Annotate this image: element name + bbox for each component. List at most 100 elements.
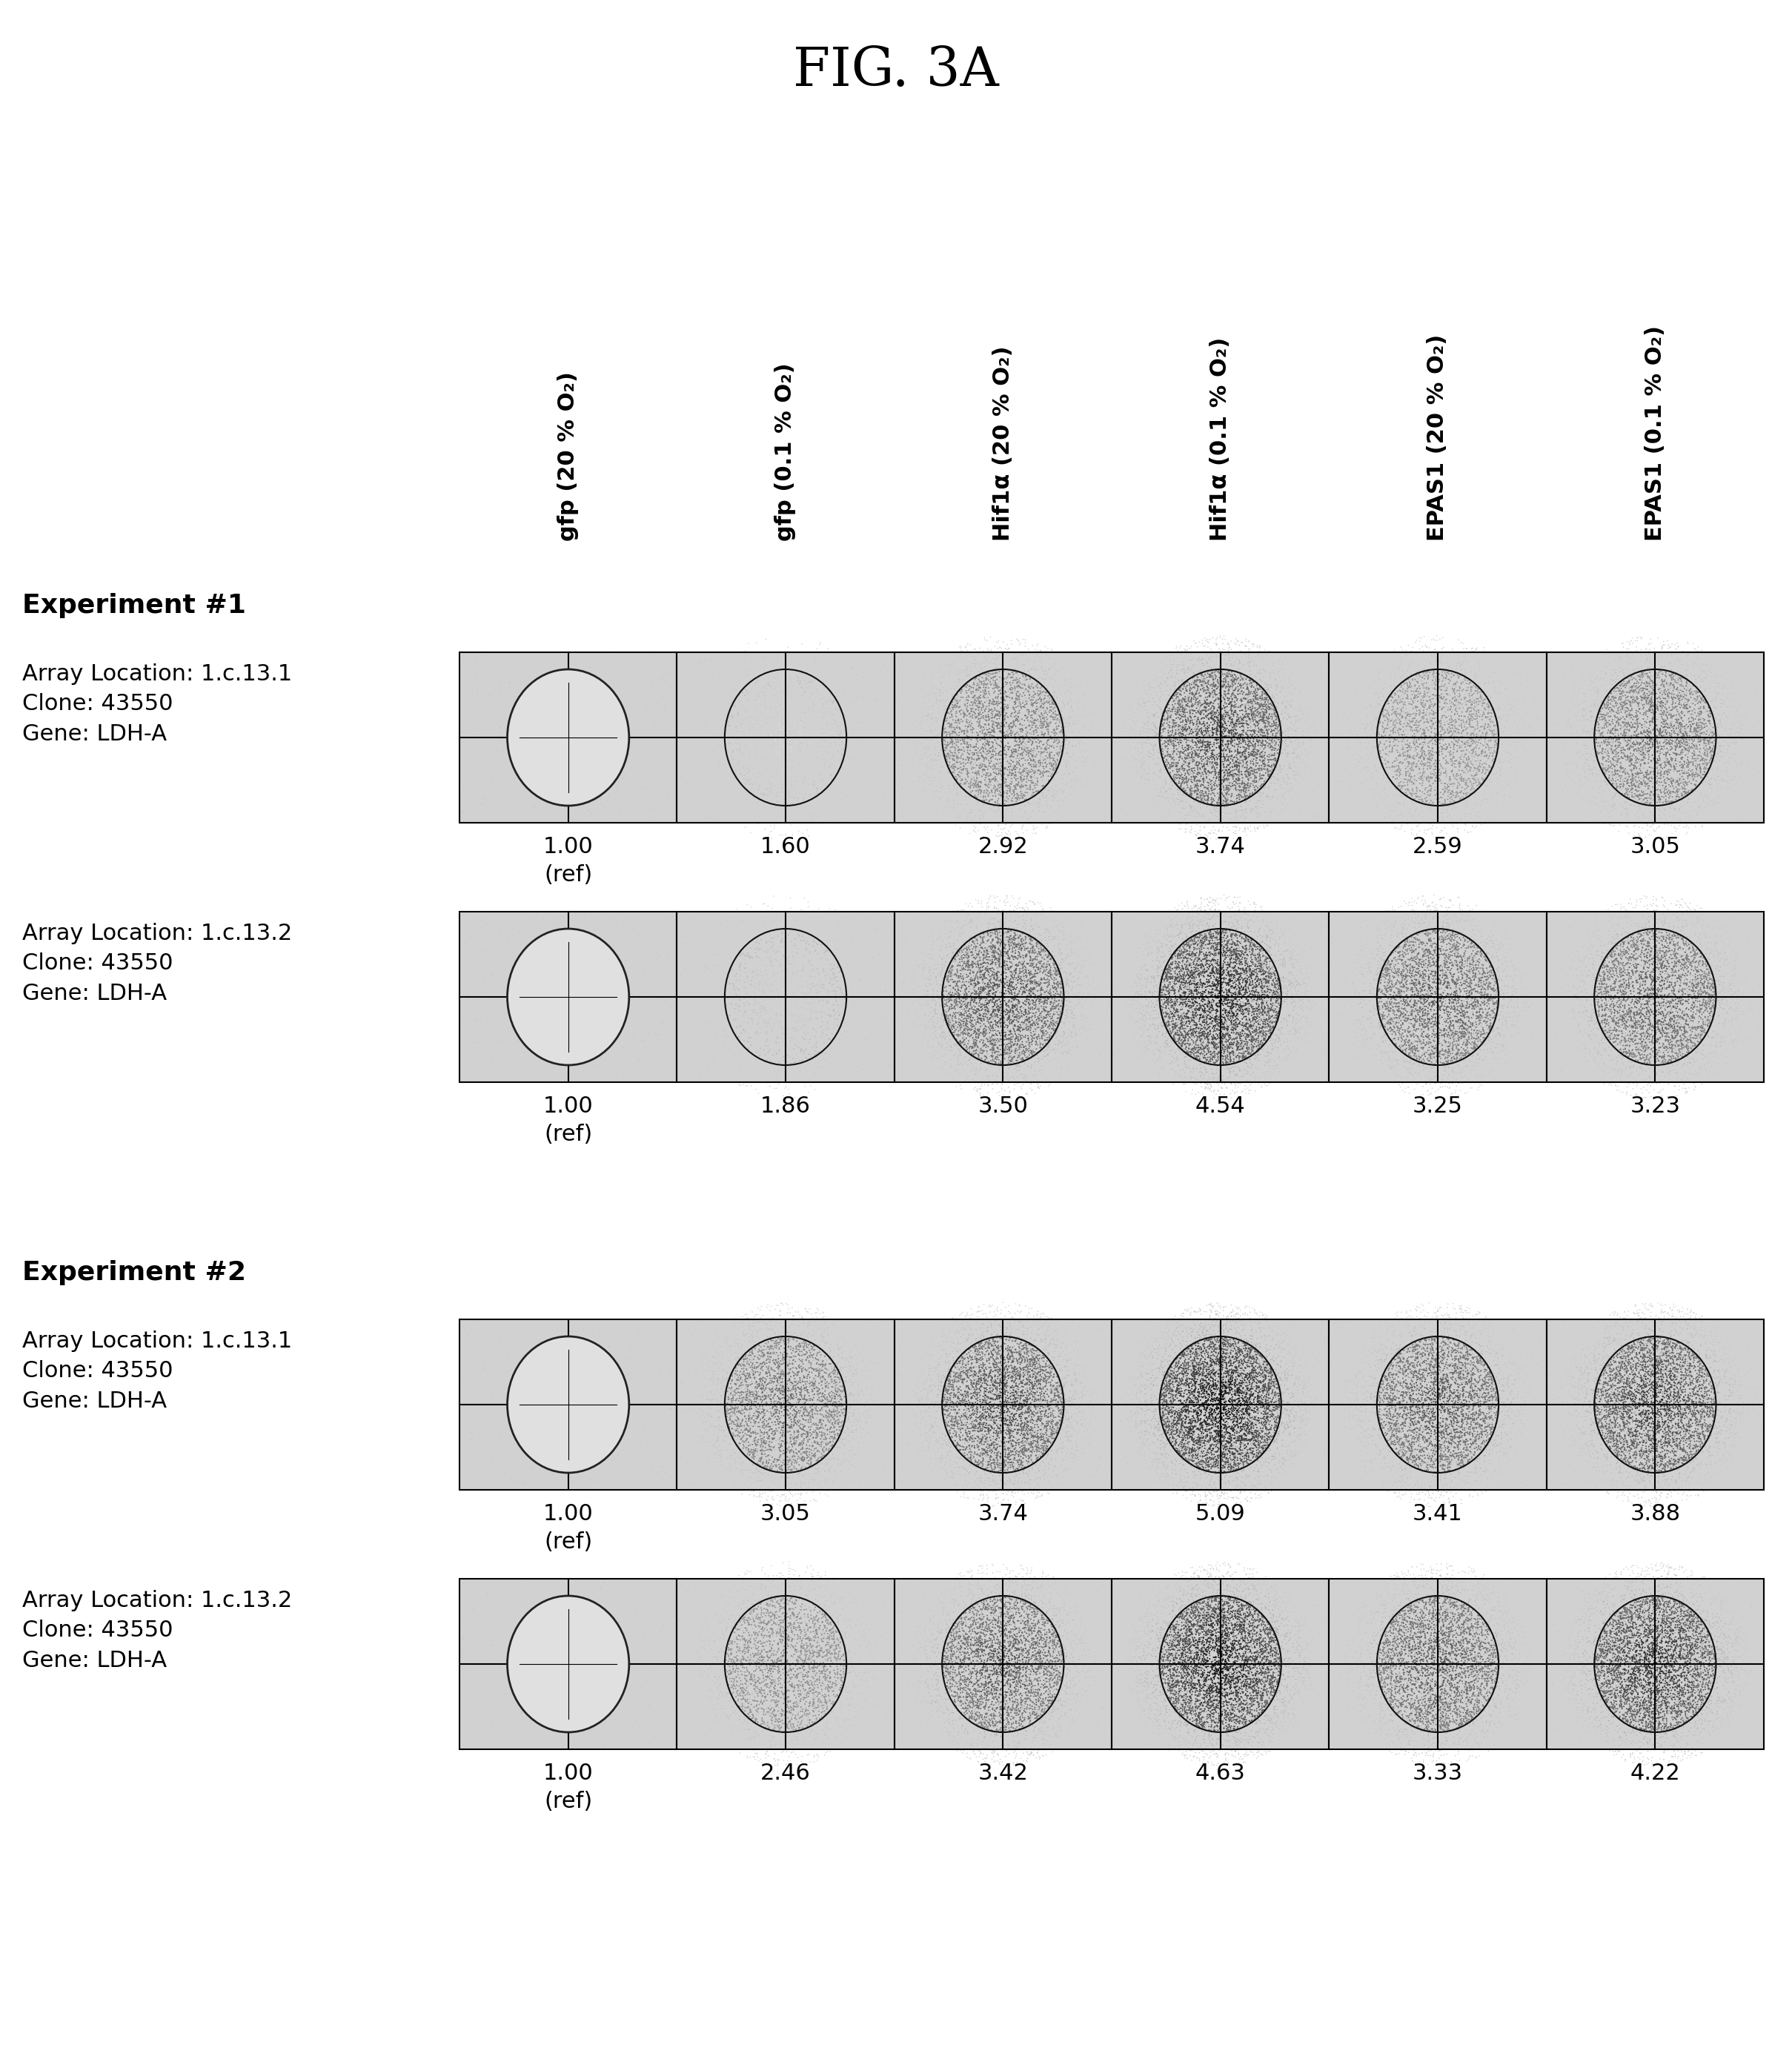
Point xyxy=(1163,1667,1192,1699)
Point xyxy=(1656,1654,1684,1687)
Point xyxy=(1012,1710,1041,1742)
Point xyxy=(1647,1550,1676,1583)
Point xyxy=(1014,1597,1043,1630)
Point xyxy=(1265,928,1294,961)
Point xyxy=(1607,683,1636,716)
Point xyxy=(1699,967,1727,1000)
Point xyxy=(1570,699,1598,732)
Point xyxy=(1038,963,1066,996)
Point xyxy=(1023,1593,1052,1626)
Point xyxy=(1590,1654,1618,1687)
Point xyxy=(710,663,738,695)
Point xyxy=(509,701,538,734)
Point xyxy=(844,1605,873,1638)
Point xyxy=(1616,1691,1645,1724)
Point xyxy=(1534,898,1563,930)
Point xyxy=(1236,1006,1265,1039)
Point xyxy=(971,1448,1000,1481)
Point xyxy=(1190,812,1219,845)
Point xyxy=(1029,1039,1057,1072)
Point xyxy=(1677,755,1706,787)
Point xyxy=(1244,941,1272,973)
Point xyxy=(1421,1325,1450,1358)
Point xyxy=(1699,679,1727,712)
Point xyxy=(1217,759,1245,791)
Point xyxy=(1210,1450,1238,1483)
Point xyxy=(1645,1012,1674,1045)
Point xyxy=(1661,980,1690,1012)
Point xyxy=(1138,937,1167,969)
Point xyxy=(1201,1407,1229,1440)
Point xyxy=(1667,1374,1695,1407)
Point xyxy=(1505,1035,1534,1067)
Point xyxy=(1740,914,1769,947)
Point xyxy=(1477,941,1505,973)
Point xyxy=(810,1697,839,1730)
Point xyxy=(1604,1644,1633,1677)
Point xyxy=(975,751,1004,783)
Point xyxy=(1412,1372,1441,1405)
Point xyxy=(1235,904,1263,937)
Point xyxy=(796,1675,824,1708)
Point xyxy=(737,1695,765,1728)
Point xyxy=(1625,1708,1654,1740)
Point xyxy=(1366,1031,1394,1063)
Point xyxy=(1383,896,1412,928)
Point xyxy=(939,1051,968,1084)
Point xyxy=(780,1323,808,1356)
Point xyxy=(984,1667,1012,1699)
Point xyxy=(781,1399,810,1431)
Point xyxy=(1050,922,1079,955)
Point xyxy=(1598,1571,1627,1603)
Point xyxy=(1222,681,1251,714)
Point xyxy=(1613,1389,1641,1421)
Point xyxy=(1430,1681,1459,1714)
Point xyxy=(797,1429,826,1462)
Point xyxy=(1233,1335,1262,1368)
Point xyxy=(1333,943,1362,975)
Point xyxy=(1405,1624,1434,1656)
Point xyxy=(1244,941,1272,973)
Point xyxy=(1020,1634,1048,1667)
Point xyxy=(1697,1468,1726,1501)
Point xyxy=(855,1614,883,1646)
Point xyxy=(1163,947,1192,980)
Point xyxy=(955,1020,984,1053)
Point xyxy=(1405,1587,1434,1620)
Point xyxy=(1385,1337,1414,1370)
Point xyxy=(1147,1417,1176,1450)
Point xyxy=(704,1564,733,1597)
Point xyxy=(1199,1448,1228,1481)
Point xyxy=(1620,1605,1649,1638)
Point xyxy=(1202,777,1231,810)
Point xyxy=(1369,1346,1398,1378)
Point xyxy=(1613,699,1641,732)
Point xyxy=(1690,755,1719,787)
Point xyxy=(1391,1454,1419,1487)
Point xyxy=(1455,1591,1484,1624)
Point xyxy=(1369,1628,1398,1661)
Point xyxy=(1665,1446,1693,1479)
Point xyxy=(1407,720,1435,753)
Point xyxy=(1686,1020,1715,1053)
Point xyxy=(824,1362,853,1395)
Point xyxy=(1609,1047,1638,1080)
Point xyxy=(1441,656,1469,689)
Point xyxy=(862,1644,891,1677)
Point xyxy=(953,1691,982,1724)
Point xyxy=(1701,1630,1729,1663)
Point xyxy=(1357,1638,1385,1671)
Point xyxy=(799,1429,828,1462)
Point xyxy=(921,656,950,689)
Point xyxy=(1201,1591,1229,1624)
Point xyxy=(1661,1429,1690,1462)
Point xyxy=(1263,730,1292,763)
Point xyxy=(986,1393,1014,1425)
Point xyxy=(606,1037,634,1070)
Point xyxy=(1407,1691,1435,1724)
Point xyxy=(731,963,760,996)
Point xyxy=(957,980,986,1012)
Point xyxy=(1242,949,1271,982)
Point xyxy=(1002,1000,1030,1033)
Point xyxy=(823,1372,851,1405)
